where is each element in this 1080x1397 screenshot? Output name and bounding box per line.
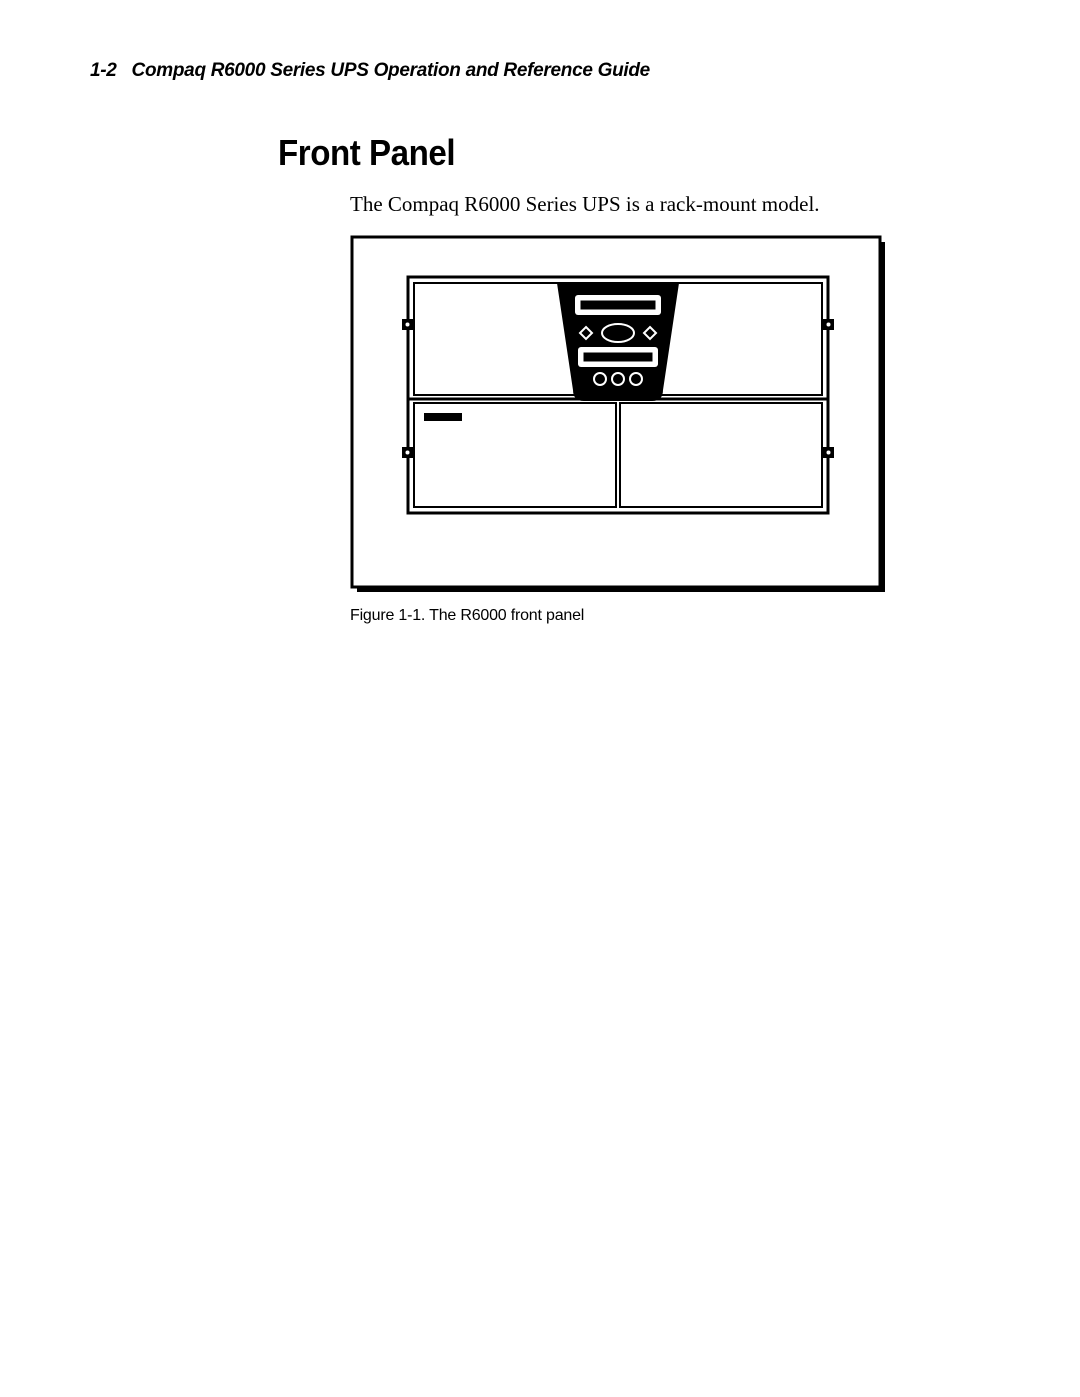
page-number: 1-2 bbox=[90, 60, 117, 81]
document-page: 1-2 Compaq R6000 Series UPS Operation an… bbox=[0, 0, 1080, 1397]
section-intro: The Compaq R6000 Series UPS is a rack-mo… bbox=[350, 192, 990, 217]
doc-title: Compaq R6000 Series UPS Operation and Re… bbox=[132, 60, 650, 81]
page-header: 1-2 Compaq R6000 Series UPS Operation an… bbox=[90, 60, 990, 82]
figure-caption: Figure 1-1. The R6000 front panel bbox=[350, 607, 990, 625]
content-block: Front Panel The Compaq R6000 Series UPS … bbox=[278, 132, 990, 625]
front-panel-diagram bbox=[350, 235, 888, 595]
section-title: Front Panel bbox=[278, 132, 933, 174]
figure-container bbox=[350, 235, 990, 595]
